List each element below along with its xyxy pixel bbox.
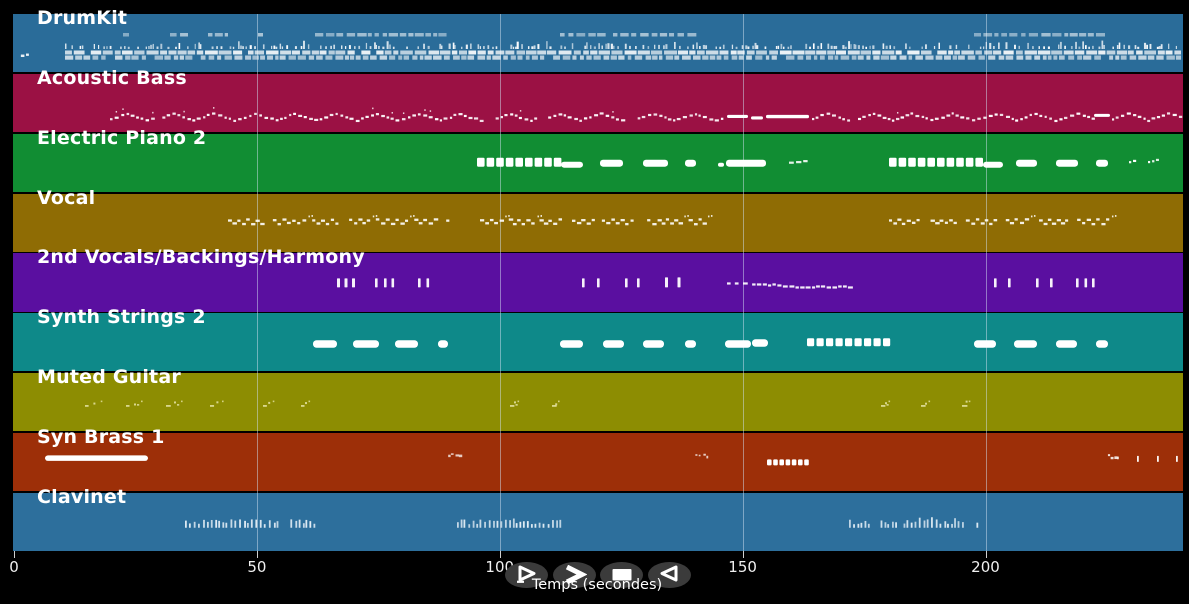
tick-label-150s: 150 [728, 558, 757, 576]
track-label-electric-piano-2: Electric Piano 2 [37, 126, 207, 149]
track-band-syn-brass-1 [13, 432, 1183, 492]
forward-button[interactable] [552, 561, 596, 588]
tick-label-200s: 200 [971, 558, 1000, 576]
chevron-right-icon [561, 565, 587, 584]
gridline-150s [742, 14, 744, 551]
track-label-drumkit: DrumKit [37, 7, 128, 29]
gridline-50s [256, 14, 258, 551]
track-label-muted-guitar: Muted Guitar [37, 366, 181, 389]
track-band-muted-guitar [13, 373, 1183, 432]
track-band-vocal [13, 193, 1183, 252]
tick-label-50s: 50 [247, 558, 267, 576]
tick-mark-100s [499, 551, 501, 558]
track-label-vocal: Vocal [37, 186, 96, 209]
tick-mark-200s [985, 551, 987, 558]
track-label-syn-brass-1: Syn Brass 1 [37, 425, 165, 448]
triangle-left-outline-icon [656, 565, 682, 584]
tick-mark-0s [14, 551, 15, 558]
stop-button[interactable] [600, 561, 643, 588]
track-label-synth-strings-2: Synth Strings 2 [37, 306, 206, 329]
track-band-acoustic-bass [13, 73, 1183, 133]
triangle-right-outline-icon [514, 565, 540, 584]
track-label-2nd-vocals-backings-harmony: 2nd Vocals/Backings/Harmony [37, 246, 365, 269]
tick-mark-150s [742, 551, 744, 558]
x-axis-title: Temps (secondes) [531, 577, 663, 593]
tick-mark-50s [256, 551, 258, 558]
rewind-button[interactable] [647, 561, 691, 588]
track-label-clavinet: Clavinet [37, 485, 127, 508]
track-band-drumkit [13, 14, 1183, 73]
gridline-100s [499, 14, 501, 551]
track-label-acoustic-bass: Acoustic Bass [37, 66, 187, 89]
track-band-clavinet [13, 492, 1183, 551]
gridline-200s [985, 14, 987, 551]
square-icon [609, 565, 635, 584]
tick-label-0s: 0 [9, 558, 19, 576]
play-button[interactable] [505, 561, 548, 588]
